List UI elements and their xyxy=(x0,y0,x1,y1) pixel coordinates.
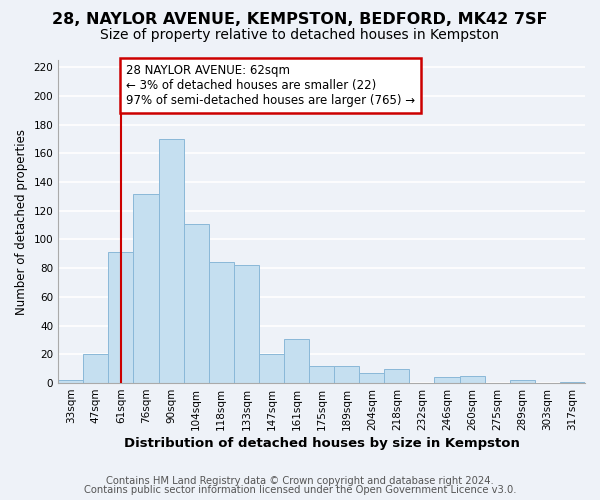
Text: Size of property relative to detached houses in Kempston: Size of property relative to detached ho… xyxy=(101,28,499,42)
Bar xyxy=(209,262,234,383)
Text: 28 NAYLOR AVENUE: 62sqm
← 3% of detached houses are smaller (22)
97% of semi-det: 28 NAYLOR AVENUE: 62sqm ← 3% of detached… xyxy=(126,64,415,108)
Text: 28, NAYLOR AVENUE, KEMPSTON, BEDFORD, MK42 7SF: 28, NAYLOR AVENUE, KEMPSTON, BEDFORD, MK… xyxy=(52,12,548,28)
Text: Contains public sector information licensed under the Open Government Licence v3: Contains public sector information licen… xyxy=(84,485,516,495)
Bar xyxy=(460,376,485,383)
Bar xyxy=(58,380,83,383)
Bar xyxy=(83,354,109,383)
Text: Contains HM Land Registry data © Crown copyright and database right 2024.: Contains HM Land Registry data © Crown c… xyxy=(106,476,494,486)
Bar xyxy=(560,382,585,383)
Bar xyxy=(158,139,184,383)
Y-axis label: Number of detached properties: Number of detached properties xyxy=(15,128,28,314)
Bar xyxy=(284,338,309,383)
Bar xyxy=(133,194,158,383)
Bar xyxy=(385,368,409,383)
Bar xyxy=(109,252,133,383)
Bar xyxy=(309,366,334,383)
Bar xyxy=(184,224,209,383)
Bar xyxy=(234,266,259,383)
Bar xyxy=(359,373,385,383)
Bar xyxy=(510,380,535,383)
X-axis label: Distribution of detached houses by size in Kempston: Distribution of detached houses by size … xyxy=(124,437,520,450)
Bar xyxy=(334,366,359,383)
Bar xyxy=(259,354,284,383)
Bar xyxy=(434,378,460,383)
